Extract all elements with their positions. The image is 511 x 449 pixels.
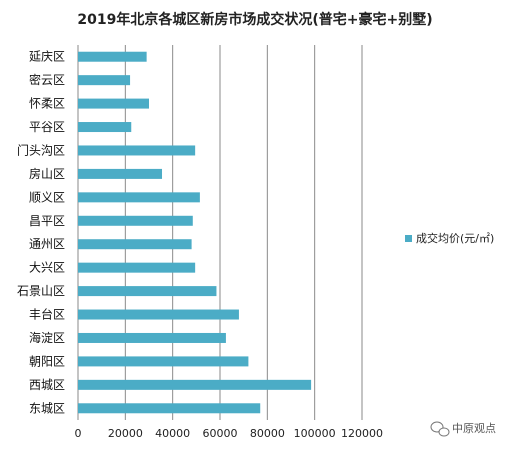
bars [78, 51, 312, 414]
category-label: 门头沟区 [17, 142, 65, 157]
category-label: 平谷区 [29, 120, 65, 134]
x-tick-label: 0 [75, 427, 82, 440]
bar [78, 51, 147, 62]
bar [78, 379, 312, 390]
category-label: 丰台区 [29, 307, 65, 322]
bar [78, 262, 196, 273]
category-label: 通州区 [29, 237, 65, 251]
category-label: 西城区 [29, 378, 65, 392]
x-tick-label: 60000 [203, 427, 238, 440]
bar [78, 403, 261, 414]
legend: 成交均价(元/㎡) [405, 231, 494, 245]
chart-title: 2019年北京各城区新房市场成交状况(普宅+豪宅+别墅) [77, 11, 432, 28]
x-tick-labels: 0 20000 40000 60000 80000 100000 120000 [75, 427, 384, 440]
watermark-text: 中原观点 [452, 422, 496, 435]
category-labels: 延庆区密云区怀柔区平谷区门头沟区房山区顺义区昌平区通州区大兴区石景山区丰台区海淀… [17, 50, 65, 416]
category-label: 房山区 [29, 166, 65, 181]
bar [78, 215, 193, 226]
category-label: 石景山区 [17, 284, 65, 298]
bar [78, 332, 226, 343]
bar [78, 309, 239, 320]
watermark: 中原观点 [430, 421, 496, 437]
bar [78, 192, 200, 203]
category-label: 顺义区 [29, 190, 65, 204]
x-tick-label: 80000 [250, 427, 285, 440]
category-label: 怀柔区 [29, 97, 65, 111]
bar [78, 356, 249, 367]
legend-label: 成交均价(元/㎡) [416, 231, 494, 245]
category-label: 大兴区 [29, 261, 65, 275]
x-tick-label: 40000 [155, 427, 190, 440]
category-label: 昌平区 [29, 214, 65, 228]
bar [78, 75, 131, 86]
category-label: 朝阳区 [29, 354, 65, 368]
category-label: 密云区 [29, 72, 65, 87]
wechat-icon [430, 421, 450, 437]
bar [78, 98, 149, 109]
category-label: 延庆区 [29, 50, 65, 64]
x-tick-label: 120000 [341, 427, 383, 440]
x-tick-label: 20000 [108, 427, 143, 440]
bar [78, 122, 132, 133]
category-label: 海淀区 [29, 330, 65, 345]
legend-swatch [405, 235, 412, 242]
category-label: 东城区 [29, 401, 65, 415]
bar [78, 168, 163, 179]
bar [78, 286, 217, 297]
x-tick-label: 100000 [294, 427, 336, 440]
bar [78, 239, 192, 250]
bar [78, 145, 196, 156]
